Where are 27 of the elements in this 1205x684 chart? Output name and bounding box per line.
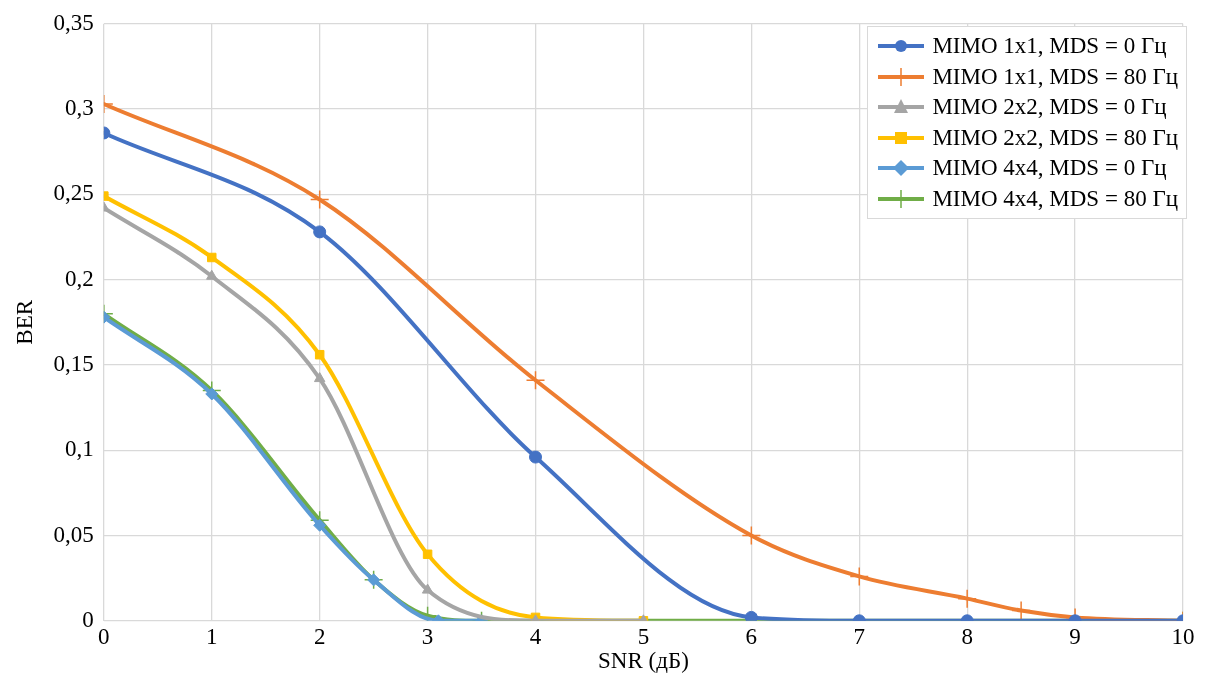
y-tick-label: 0,3 xyxy=(65,95,94,121)
x-tick-label: 10 xyxy=(1171,623,1195,649)
legend-label: MIMO 1x1, MDS = 0 Гц xyxy=(932,33,1167,60)
x-tick-label: 9 xyxy=(1069,623,1081,649)
x-tick-label: 2 xyxy=(313,623,326,649)
x-tick-label: 8 xyxy=(961,623,973,649)
y-tick-label: 0,1 xyxy=(65,436,94,462)
y-tick-label: 0,05 xyxy=(53,521,94,547)
legend-label: MIMO 2x2, MDS = 80 Гц xyxy=(932,124,1178,151)
y-tick-label: 0,25 xyxy=(53,180,94,206)
x-tick-label: 7 xyxy=(853,623,866,649)
y-axis-title: BER xyxy=(11,299,37,345)
x-tick-label: 1 xyxy=(206,623,218,649)
x-tick-label: 4 xyxy=(529,623,542,649)
x-axis-title: SNR (дБ) xyxy=(598,648,689,674)
legend-label: MIMO 4x4, MDS = 80 Гц xyxy=(932,185,1178,212)
x-tick-label: 5 xyxy=(637,623,650,649)
legend-label: MIMO 2x2, MDS = 0 Гц xyxy=(932,94,1167,121)
legend-label: MIMO 4x4, MDS = 0 Гц xyxy=(932,155,1167,182)
x-tick-label: 0 xyxy=(98,623,110,649)
y-tick-label: 0 xyxy=(82,606,94,632)
y-tick-label: 0,15 xyxy=(53,350,94,376)
y-tick-label: 0,2 xyxy=(65,265,94,291)
x-tick-label: 6 xyxy=(745,623,758,649)
legend-label: MIMO 1x1, MDS = 80 Гц xyxy=(932,63,1178,90)
x-tick-label: 3 xyxy=(421,623,434,649)
y-tick-label: 0,35 xyxy=(53,9,94,35)
